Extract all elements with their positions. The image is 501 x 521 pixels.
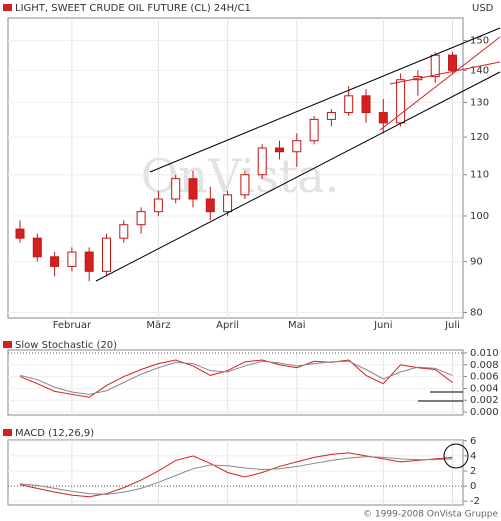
- candle-body: [188, 178, 198, 200]
- indicator-line: [19, 452, 453, 498]
- candle-body: [32, 237, 42, 258]
- candle-body: [136, 211, 146, 226]
- candle-body: [344, 95, 354, 114]
- highlight-circle: [443, 443, 469, 469]
- candle-body: [275, 147, 284, 153]
- channel-line: [149, 27, 501, 173]
- candle-body: [240, 174, 250, 196]
- y-tick-label: 90: [470, 257, 483, 268]
- x-tick-label: März: [146, 320, 170, 331]
- candle-body: [430, 54, 440, 78]
- chart-title: LIGHT, SWEET CRUDE OIL FUTURE (CL) 24H/C…: [15, 3, 251, 14]
- unit-label: USD: [472, 3, 494, 14]
- macd-panel: [7, 439, 464, 506]
- channel-line: [95, 71, 501, 282]
- x-tick-label: April: [216, 320, 239, 331]
- y-tick-label: 80: [470, 308, 483, 319]
- indicator-line: [19, 360, 453, 395]
- legend-icon: [3, 429, 12, 436]
- price-panel: [7, 17, 464, 319]
- candle-body: [205, 198, 215, 213]
- candle-body: [448, 54, 457, 71]
- x-tick-label: Mai: [288, 320, 306, 331]
- trend-lines: [95, 27, 501, 469]
- y-tick-label: 6: [470, 436, 476, 447]
- y-tick-label: 150: [470, 35, 489, 46]
- candle-body: [15, 228, 25, 239]
- candle-body: [257, 147, 267, 176]
- trend-line: [379, 36, 501, 131]
- candle-body: [153, 198, 163, 213]
- y-tick-label: 2: [470, 466, 476, 477]
- y-tick-label: 0.000: [470, 407, 499, 418]
- x-tick-label: Februar: [53, 320, 92, 331]
- y-tick-label: 110: [470, 170, 489, 181]
- candle-body: [119, 224, 129, 239]
- indicator-line: [19, 456, 453, 495]
- candle-body: [361, 95, 371, 114]
- candle-body: [102, 237, 111, 272]
- candle-body: [223, 194, 233, 213]
- y-tick-label: 4: [470, 451, 476, 462]
- plot-layer: Februar März April Mai Juni Juli 80 90 100 110 120…: [8, 18, 499, 507]
- y-tick-label: 140: [470, 65, 489, 76]
- legend-icon: [3, 4, 12, 11]
- candle-body: [50, 256, 60, 267]
- trend-line: [389, 61, 501, 85]
- y-tick-label: 0.004: [470, 383, 499, 394]
- candle-body: [326, 112, 336, 120]
- x-tick-label: Juli: [444, 320, 460, 331]
- x-tick-label: Juni: [373, 320, 392, 331]
- y-tick-label: -2: [470, 496, 480, 507]
- candle-body: [292, 140, 302, 153]
- stochastic-panel: [7, 349, 464, 416]
- candle-body: [171, 178, 181, 200]
- y-tick-label: 0.008: [470, 360, 499, 371]
- watermark: OnVista.: [141, 149, 340, 203]
- y-tick-label: 100: [470, 211, 489, 222]
- legend-icon: [3, 341, 12, 348]
- panel-title: MACD (12,26,9): [15, 428, 94, 439]
- panel-title: Slow Stochastic (20): [15, 340, 117, 351]
- candle-body: [67, 251, 77, 267]
- candle-body: [378, 112, 388, 124]
- y-tick-label: 120: [470, 132, 489, 143]
- candle-body: [309, 118, 319, 142]
- y-tick-label: 0.010: [470, 348, 499, 359]
- y-tick-label: 0.006: [470, 372, 499, 383]
- indicator-line: [19, 359, 453, 398]
- y-tick-label: 130: [470, 97, 489, 108]
- y-tick-label: 0: [470, 481, 476, 492]
- y-tick-label: 0.002: [470, 395, 499, 406]
- candle-body: [84, 251, 94, 272]
- footer: © 1999-2008 OnVista Gruppe: [363, 510, 498, 520]
